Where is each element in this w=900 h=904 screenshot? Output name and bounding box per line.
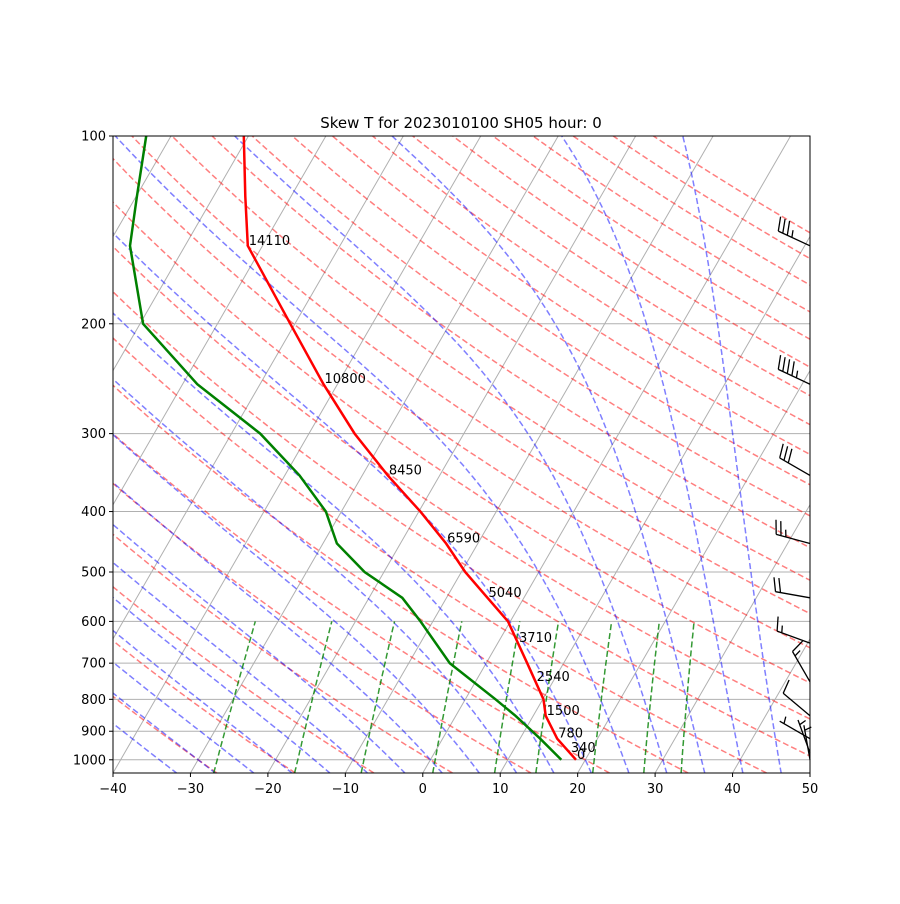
x-tick-label: 10: [492, 782, 509, 797]
y-tick-label: 300: [81, 427, 106, 442]
x-tick-label: 30: [647, 782, 664, 797]
height-label: 10800: [325, 372, 366, 387]
height-label: 5040: [489, 586, 522, 601]
height-label: 6590: [447, 531, 480, 546]
y-tick-label: 200: [81, 317, 106, 332]
y-tick-label: 500: [81, 566, 106, 581]
chart-title: Skew T for 2023010100 SH05 hour: 0: [320, 114, 602, 132]
y-tick-label: 900: [81, 725, 106, 740]
height-label: 2540: [537, 670, 570, 685]
y-tick-label: 700: [81, 657, 106, 672]
x-tick-label: 20: [569, 782, 586, 797]
x-tick-label: 0: [419, 782, 427, 797]
x-tick-label: −20: [254, 782, 281, 797]
y-tick-label: 800: [81, 693, 106, 708]
height-label: 0: [577, 748, 585, 763]
height-label: 1500: [547, 704, 580, 719]
x-tick-label: 40: [724, 782, 741, 797]
x-tick-label: −30: [177, 782, 204, 797]
y-tick-label: 100: [81, 130, 106, 145]
y-tick-label: 1000: [73, 753, 106, 768]
x-tick-label: −40: [99, 782, 126, 797]
height-label: 3710: [519, 631, 552, 646]
height-label: 8450: [389, 463, 422, 478]
y-tick-label: 400: [81, 505, 106, 520]
x-tick-label: −10: [332, 782, 359, 797]
x-tick-label: 50: [802, 782, 819, 797]
height-label: 14110: [249, 234, 290, 249]
y-tick-label: 600: [81, 615, 106, 630]
height-label: 780: [558, 727, 583, 742]
